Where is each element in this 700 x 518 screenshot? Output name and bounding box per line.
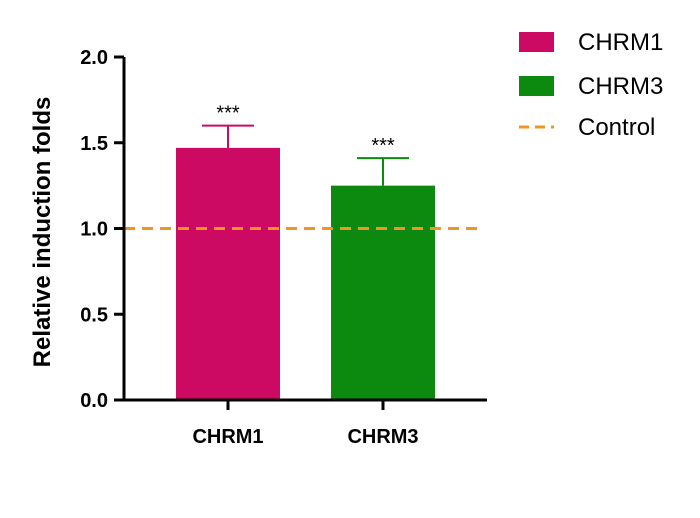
legend-swatch-chrm1 [519,32,554,52]
x-tick-label: CHRM1 [192,426,263,448]
labels-layer: *** *** 0.0 0.5 1.0 1.5 2.0 CHRM1 CHRM3 Relative … [29,47,419,448]
significance-label: *** [371,135,395,157]
y-tick-label: 1.5 [80,133,108,155]
axes-layer [114,55,487,410]
legend-label-control: Control [578,114,655,141]
y-tick-label: 0.5 [80,304,108,326]
legend-label-chrm3: CHRM3 [578,73,663,100]
bars-layer [176,124,435,400]
bar-chrm3 [331,185,435,400]
legend-label-chrm1: CHRM1 [578,29,663,56]
y-tick-label: 0.0 [80,390,108,412]
x-tick-label: CHRM3 [347,426,418,448]
bar-chrm1 [176,147,280,400]
y-axis-label: Relative induction folds [29,97,56,368]
legend-swatch-chrm3 [519,76,554,96]
legend: CHRM1 CHRM3 Control [519,29,663,141]
y-tick-label: 2.0 [80,47,108,69]
significance-label: *** [216,103,240,125]
y-tick-label: 1.0 [80,219,108,241]
